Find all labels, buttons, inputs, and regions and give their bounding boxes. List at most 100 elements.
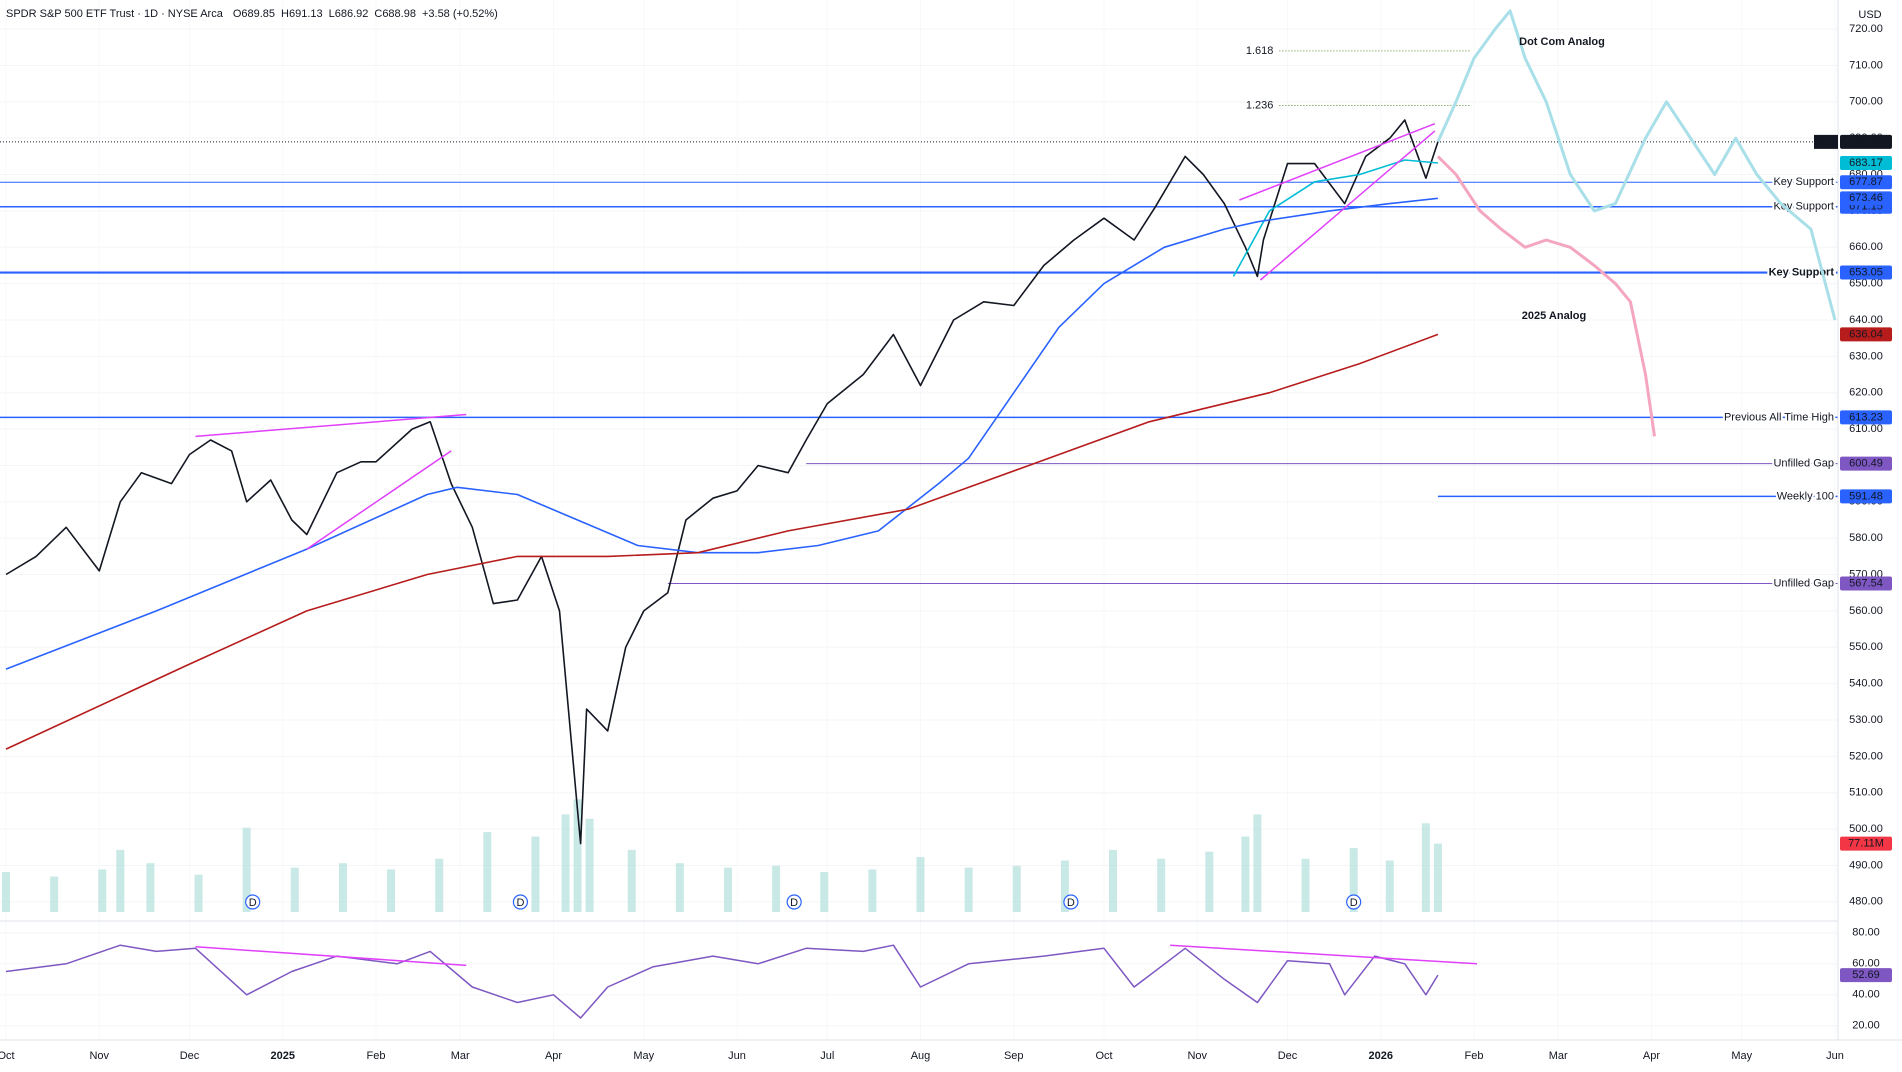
level-label: Weekly 100 — [1777, 490, 1834, 502]
volume-bar — [1421, 823, 1430, 912]
level-label: Key Support — [1769, 266, 1835, 278]
dividend-marker — [512, 894, 529, 910]
series-line — [1232, 159, 1438, 277]
ma-value: 673.46 — [1849, 192, 1883, 204]
price-value: 688.98 — [1849, 136, 1883, 148]
level-value-box — [1840, 456, 1892, 471]
y-tick-label: 650.00 — [1849, 278, 1883, 290]
x-tick-label: Aug — [911, 1050, 931, 1062]
y-tick-label: 700.00 — [1849, 96, 1883, 108]
dividend-label: D — [790, 897, 798, 909]
volume-bar — [868, 869, 877, 912]
level-value: 653.05 — [1849, 266, 1883, 278]
y-tick-label: 580.00 — [1849, 532, 1883, 544]
ma-value: 636.04 — [1849, 328, 1883, 340]
volume-bar — [531, 836, 540, 912]
volume-bar — [916, 856, 925, 912]
volume-bar — [194, 874, 203, 912]
x-tick-label: Nov — [1187, 1050, 1207, 1062]
level-label: Unfilled Gap — [1773, 577, 1834, 589]
level-value: 613.23 — [1849, 411, 1883, 423]
y-tick-label: 480.00 — [1849, 896, 1883, 908]
y-tick-label: 490.00 — [1849, 859, 1883, 871]
ma-value: 683.17 — [1849, 157, 1883, 169]
x-tick-label: Apr — [1643, 1050, 1660, 1062]
x-tick-label: Apr — [545, 1050, 562, 1062]
y-tick-label: 710.00 — [1849, 59, 1883, 71]
x-tick-label: Oct — [0, 1050, 15, 1062]
x-tick-label: Mar — [451, 1050, 470, 1062]
volume-bar — [964, 867, 973, 912]
x-tick-label: 2025 — [271, 1050, 295, 1062]
volume-bar — [435, 858, 444, 912]
fib-label: 1.618 — [1246, 45, 1274, 57]
volume-bar — [1157, 858, 1166, 912]
series-line — [1436, 9, 1837, 321]
level-value-box — [1840, 265, 1892, 280]
analog-label: Dot Com Analog — [1519, 36, 1605, 48]
volume-bar — [1253, 814, 1262, 912]
ohlc-value: C688.98 — [374, 8, 416, 20]
volume-bar — [1205, 851, 1214, 912]
x-tick-label: Oct — [1095, 1050, 1112, 1062]
series-line — [5, 333, 1439, 750]
x-tick-label: May — [1731, 1050, 1752, 1062]
x-tick-label: Dec — [180, 1050, 200, 1062]
level-value: 600.49 — [1849, 458, 1883, 470]
y-tick-label: 510.00 — [1849, 787, 1883, 799]
y-tick-label: 540.00 — [1849, 678, 1883, 690]
volume-bar — [242, 827, 251, 912]
volume-bar — [1241, 836, 1250, 912]
dividend-marker — [1063, 894, 1079, 910]
price-tag: SPY — [1815, 136, 1838, 148]
x-tick-label: May — [633, 1050, 654, 1062]
level-value-box — [1840, 410, 1892, 425]
volume-bar — [561, 814, 570, 912]
volume-bar — [1433, 843, 1442, 912]
trendline — [195, 413, 467, 438]
volume-bar — [1109, 849, 1118, 912]
volume-bar — [50, 876, 59, 912]
volume-bar — [146, 863, 155, 912]
ma-value-box — [1840, 327, 1892, 342]
dividend-label: D — [1350, 897, 1358, 909]
volume-bar — [290, 867, 299, 912]
y-tick-label: 720.00 — [1849, 23, 1883, 35]
ma-value-box — [1840, 156, 1892, 171]
dividend-label: D — [516, 897, 524, 909]
y-tick-label: 530.00 — [1849, 714, 1883, 726]
axes: 480.00 490.00 500.00 510.00 520.00 530.00 540.… — [1814, 23, 1892, 1032]
volume-bar — [585, 818, 594, 912]
y-tick-label: 610.00 — [1849, 423, 1883, 435]
rsi-tick-label: 20.00 — [1852, 1020, 1880, 1032]
rsi-value: 52.69 — [1852, 969, 1880, 981]
dividend-marker — [786, 894, 802, 910]
ma-value-box — [1840, 191, 1892, 206]
volume-bar — [820, 872, 829, 912]
volume-bar — [723, 867, 732, 912]
volume-bar — [772, 865, 781, 912]
volume-bar — [387, 869, 396, 912]
rsi-tick-label: 80.00 — [1852, 927, 1880, 939]
series-line — [5, 944, 1439, 1019]
volume-bar — [1385, 860, 1394, 912]
volume-bar — [627, 849, 636, 912]
dividend-label: D — [249, 897, 257, 909]
level-value: 591.48 — [1849, 490, 1883, 502]
volume-bar — [483, 832, 492, 912]
y-tick-label: 630.00 — [1849, 350, 1883, 362]
trendline — [195, 946, 467, 967]
currency: USD — [1858, 9, 1881, 21]
trendline — [1259, 130, 1436, 281]
price-value-box — [1840, 134, 1892, 149]
level-label: Unfilled Gap — [1773, 458, 1834, 470]
rsi-value-box — [1840, 968, 1892, 983]
dividend-label: D — [1067, 897, 1075, 909]
x-tick-label: 2026 — [1369, 1050, 1393, 1062]
y-tick-label: 520.00 — [1849, 750, 1883, 762]
level-value-box — [1840, 489, 1892, 504]
rsi-tick-label: 60.00 — [1852, 958, 1880, 970]
trendline — [1170, 944, 1478, 965]
